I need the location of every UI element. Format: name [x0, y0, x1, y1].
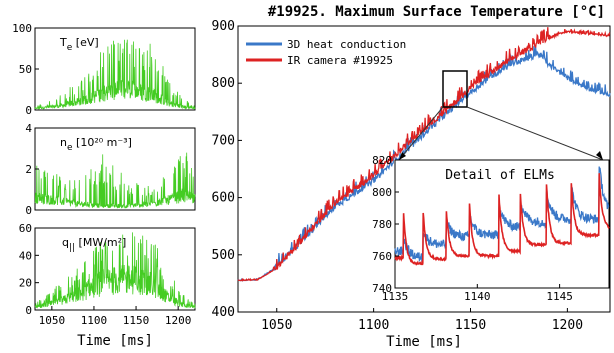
zoom-connector-right: [466, 106, 604, 161]
panel-te-plot: [34, 39, 196, 110]
ytick-label: 40: [19, 249, 32, 262]
inset: 740 760 780 800 820 1135 1140 1145 Detail of E…: [372, 154, 610, 303]
panel-q-xticks: 1050 1100 1150 1200: [39, 306, 192, 327]
panel-q-plot: [34, 232, 196, 309]
inset-xticks: 1135 1140 1145: [382, 284, 573, 303]
panel-main-yticks: 400 500 600 700 800 900: [212, 19, 242, 320]
panel-te-frame: [34, 27, 196, 111]
inset-plot: [394, 166, 610, 266]
ytick-label: 740: [372, 282, 392, 295]
inset-frame: [394, 159, 610, 289]
ytick-label: 0: [25, 304, 32, 317]
inset-title: Detail of ELMs: [445, 168, 555, 183]
ytick-label: 780: [372, 218, 392, 231]
zoom-arrowhead-left: [399, 152, 406, 160]
zoom-box: [442, 70, 468, 108]
panel-te: 0 50 100 Te [eV]: [12, 22, 196, 117]
panel-q: 0 20 40 60 1050 1100 1150 1200 q|| [MW/m²] Tim…: [19, 222, 196, 349]
xtick-label: 1100: [81, 314, 108, 327]
panel-te-yticks: 0 50 100: [12, 22, 39, 117]
ytick-label: 760: [372, 250, 392, 263]
inset-yticks: 740 760 780 800 820: [372, 154, 399, 295]
ytick-label: 820: [372, 154, 392, 167]
legend-label-3d: 3D heat conduction: [287, 38, 406, 51]
panel-ne-plot: [34, 152, 196, 209]
inset-series-ir-camera: [394, 173, 610, 266]
ytick-label: 50: [19, 63, 32, 76]
ytick-label: 800: [372, 186, 392, 199]
ytick-label: 500: [212, 248, 235, 263]
xtick-label: 1200: [165, 314, 192, 327]
ytick-label: 800: [212, 76, 235, 91]
xtick-label: 1050: [39, 314, 66, 327]
xtick-label: 1100: [358, 318, 389, 333]
ytick-label: 700: [212, 133, 235, 148]
panel-q-label: q|| [MW/m²]: [62, 236, 126, 253]
ytick-label: 0: [25, 204, 32, 217]
green-trace: [34, 39, 196, 110]
xtick-label: 1050: [261, 318, 292, 333]
ytick-label: 900: [212, 19, 235, 34]
ytick-label: 0: [25, 104, 32, 117]
panel-ne: 0 2 4 ne [10²⁰ m⁻³]: [25, 122, 196, 217]
figure-title: #19925. Maximum Surface Temperature [°C]: [268, 4, 605, 20]
ytick-label: 60: [19, 222, 32, 235]
xtick-label: 1150: [123, 314, 150, 327]
zoom-connector-left: [398, 106, 444, 161]
xtick-label: 1150: [455, 318, 486, 333]
panel-ne-yticks: 0 2 4: [25, 122, 39, 217]
xtick-label: 1200: [552, 318, 583, 333]
panel-main-plot: [237, 27, 611, 282]
panel-main: 400 500 600 700 800 900 1050 1100 1150 1200 Time…: [212, 19, 611, 350]
panel-main-xticks: 1050 1100 1150 1200: [261, 308, 583, 333]
xtick-label: 1135: [382, 290, 409, 303]
series-ir-camera: [237, 27, 611, 282]
panel-ne-label: ne [10²⁰ m⁻³]: [60, 136, 132, 153]
ytick-label: 600: [212, 191, 235, 206]
panel-main-xlabel: Time [ms]: [386, 334, 462, 350]
ytick-label: 100: [12, 22, 32, 35]
ytick-label: 400: [212, 305, 235, 320]
panel-q-xlabel: Time [ms]: [77, 333, 153, 349]
ytick-label: 2: [25, 163, 32, 176]
legend-label-ir: IR camera #19925: [287, 54, 393, 67]
panel-q-yticks: 0 20 40 60: [19, 222, 39, 317]
inset-series-3d-heat-conduction: [394, 166, 610, 263]
ytick-label: 4: [25, 122, 32, 135]
panel-te-label: Te [eV]: [59, 36, 99, 53]
zoom-arrowhead-right: [596, 151, 603, 160]
legend: 3D heat conduction IR camera #19925: [246, 38, 406, 67]
green-trace: [34, 232, 196, 309]
xtick-label: 1140: [464, 290, 491, 303]
xtick-label: 1145: [546, 290, 573, 303]
ytick-label: 20: [19, 277, 32, 290]
green-trace: [34, 152, 196, 209]
